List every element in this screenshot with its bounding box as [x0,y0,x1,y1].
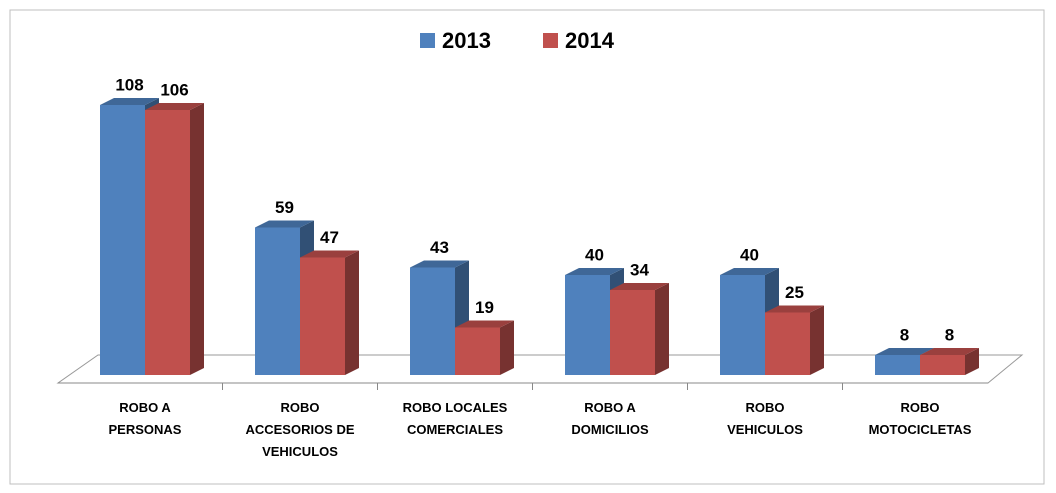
value-label: 8 [900,325,909,344]
bar-top [300,250,359,258]
bar-top [920,348,979,355]
value-label: 108 [115,75,143,94]
legend-swatch [543,33,558,48]
bar [565,275,610,375]
bar-top [455,320,514,328]
value-label: 34 [630,260,649,279]
bar [720,275,765,375]
x-tick-label: ROBO MOTOCICLETAS [868,400,972,437]
value-label: 8 [945,325,954,344]
x-tick-label: ROBO A DOMICILIOS [571,400,649,437]
legend-label: 2014 [565,28,615,53]
bar-side [965,348,979,375]
bar-side [190,103,204,375]
value-label: 106 [160,80,188,99]
value-label: 40 [740,245,759,264]
bar [765,312,810,375]
bar [300,257,345,375]
bar [875,355,920,375]
value-label: 40 [585,245,604,264]
bar-side [500,320,514,375]
bar [920,355,965,375]
bar-top [765,305,824,313]
legend-swatch [420,33,435,48]
bar [255,227,300,375]
value-label: 43 [430,238,449,257]
value-label: 19 [475,298,494,317]
x-tick-label: ROBO A PERSONAS [108,400,182,437]
value-label: 25 [785,283,804,302]
x-tick-label: ROBO LOCALES COMERCIALES [402,400,508,437]
value-label: 47 [320,228,339,247]
bar-top [100,98,159,105]
bar-top [255,220,314,228]
bar [145,110,190,375]
bar-side [810,305,824,375]
bar-side [655,283,669,375]
x-tick-label: ROBO VEHICULOS [727,400,803,437]
bar-top [565,268,624,275]
bar [410,267,455,375]
bar-side [345,250,359,375]
legend-label: 2013 [442,28,491,53]
bar-top [145,103,204,110]
bar [455,327,500,375]
bar-top [720,268,779,275]
bar [610,290,655,375]
x-tick-label: ROBO ACCESORIOS DE VEHICULOS [245,400,355,459]
bar-top [410,260,469,268]
bar-top [610,283,669,290]
bar-top [875,348,934,355]
bar [100,105,145,375]
value-label: 59 [275,198,294,217]
